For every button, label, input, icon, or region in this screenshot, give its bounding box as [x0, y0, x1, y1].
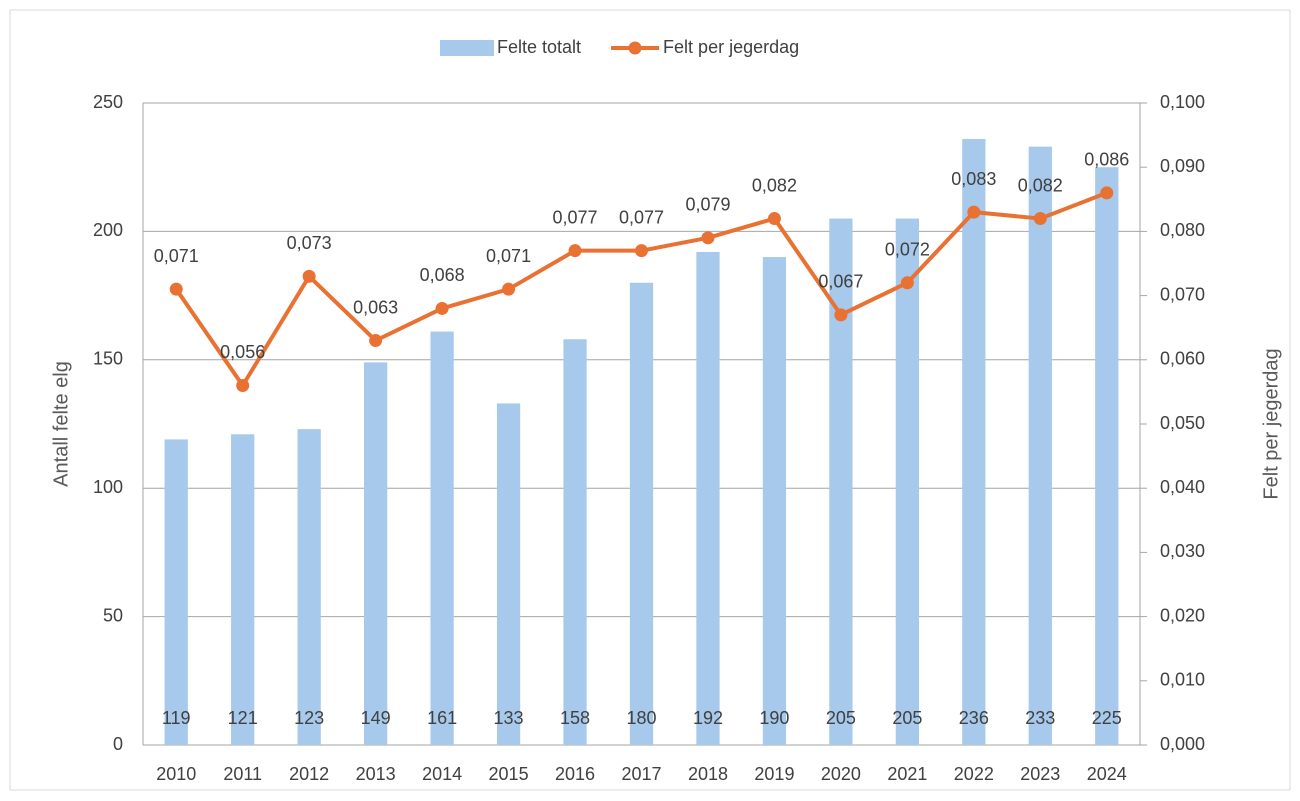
bar	[696, 251, 720, 745]
y2-tick-label: 0,050	[1160, 413, 1205, 433]
bar	[297, 429, 321, 745]
x-tick-label: 2010	[156, 764, 196, 784]
x-tick-label: 2024	[1087, 764, 1127, 784]
x-tick-label: 2012	[289, 764, 329, 784]
y-tick-label: 250	[93, 92, 123, 112]
y2-tick-label: 0,060	[1160, 349, 1205, 369]
line-value-label: 0,056	[220, 342, 265, 362]
x-tick-label: 2022	[954, 764, 994, 784]
legend-label: Felt per jegerdag	[663, 37, 799, 57]
line-marker	[568, 244, 582, 258]
line-value-label: 0,086	[1084, 150, 1129, 170]
x-tick-label: 2013	[356, 764, 396, 784]
line-value-label: 0,067	[818, 272, 863, 292]
line-marker	[1033, 212, 1047, 226]
bar	[1028, 146, 1052, 745]
line-value-label: 0,082	[752, 175, 797, 195]
x-tick-label: 2017	[621, 764, 661, 784]
line-marker	[435, 301, 449, 315]
legend-label: Felte totalt	[497, 37, 581, 57]
bar-value-label: 236	[959, 708, 989, 728]
bar	[1095, 167, 1119, 745]
bar	[895, 218, 919, 745]
bar-value-label: 161	[427, 708, 457, 728]
line-value-label: 0,071	[154, 246, 199, 266]
line-marker	[834, 308, 848, 322]
x-tick-label: 2021	[887, 764, 927, 784]
x-tick-label: 2020	[821, 764, 861, 784]
y2-axis-label: Felt per jegerdag	[1260, 348, 1282, 499]
legend-swatch	[440, 40, 494, 56]
line-marker	[502, 282, 516, 296]
line-marker	[701, 231, 715, 245]
y2-tick-label: 0,040	[1160, 477, 1205, 497]
legend-swatch-marker	[628, 41, 642, 55]
line-marker	[236, 378, 250, 392]
y-tick-label: 200	[93, 220, 123, 240]
x-tick-label: 2011	[223, 764, 262, 784]
line-marker	[302, 269, 316, 283]
y2-tick-label: 0,020	[1160, 605, 1205, 625]
bar	[231, 434, 255, 745]
bar-value-label: 123	[294, 708, 324, 728]
line-value-label: 0,071	[486, 246, 531, 266]
y2-tick-label: 0,090	[1160, 156, 1205, 176]
bar-value-label: 225	[1092, 708, 1122, 728]
bar-value-label: 192	[693, 708, 723, 728]
line-value-label: 0,063	[353, 297, 398, 317]
line-value-label: 0,068	[420, 265, 465, 285]
line-value-label: 0,082	[1018, 175, 1063, 195]
y-tick-label: 0	[113, 734, 123, 754]
x-tick-label: 2014	[422, 764, 462, 784]
line-value-label: 0,073	[287, 233, 332, 253]
bar	[430, 331, 454, 745]
bar-value-label: 205	[826, 708, 856, 728]
bar	[364, 362, 388, 745]
line-marker	[967, 205, 981, 219]
y2-tick-label: 0,010	[1160, 670, 1205, 690]
bar	[762, 257, 787, 745]
bar-value-label: 158	[560, 708, 590, 728]
y-tick-label: 50	[103, 605, 123, 625]
x-tick-label: 2018	[688, 764, 728, 784]
bar	[164, 439, 188, 745]
y-tick-label: 150	[93, 349, 123, 369]
x-tick-label: 2023	[1020, 764, 1060, 784]
bar-value-label: 233	[1025, 708, 1055, 728]
line-value-label: 0,077	[553, 207, 598, 227]
line-value-label: 0,072	[885, 240, 930, 260]
bar-value-label: 190	[759, 708, 789, 728]
line-value-label: 0,079	[685, 195, 730, 215]
y2-tick-label: 0,030	[1160, 541, 1205, 561]
y2-tick-label: 0,070	[1160, 284, 1205, 304]
line-marker	[767, 212, 781, 226]
bar	[829, 218, 853, 745]
line-value-label: 0,077	[619, 207, 664, 227]
bar	[563, 339, 587, 745]
bar-value-label: 149	[361, 708, 391, 728]
bar-value-label: 180	[626, 708, 656, 728]
bar-value-label: 205	[892, 708, 922, 728]
line-marker	[900, 276, 914, 290]
y2-tick-label: 0,080	[1160, 220, 1205, 240]
bar	[629, 282, 654, 745]
line-marker	[169, 282, 183, 296]
bar-value-label: 121	[228, 708, 258, 728]
line-marker	[1100, 186, 1114, 200]
line-value-label: 0,083	[951, 169, 996, 189]
bar-value-label: 133	[494, 708, 524, 728]
y2-tick-label: 0,000	[1160, 734, 1205, 754]
x-tick-label: 2016	[555, 764, 595, 784]
x-tick-label: 2019	[754, 764, 794, 784]
bar-value-label: 119	[162, 708, 191, 728]
y-axis-label: Antall felte elg	[50, 361, 72, 487]
y-tick-label: 100	[93, 477, 123, 497]
line-marker	[635, 244, 648, 258]
bar	[962, 138, 986, 745]
bar	[496, 403, 521, 745]
line-marker	[369, 334, 383, 348]
y2-tick-label: 0,100	[1160, 92, 1205, 112]
x-tick-label: 2015	[489, 764, 529, 784]
